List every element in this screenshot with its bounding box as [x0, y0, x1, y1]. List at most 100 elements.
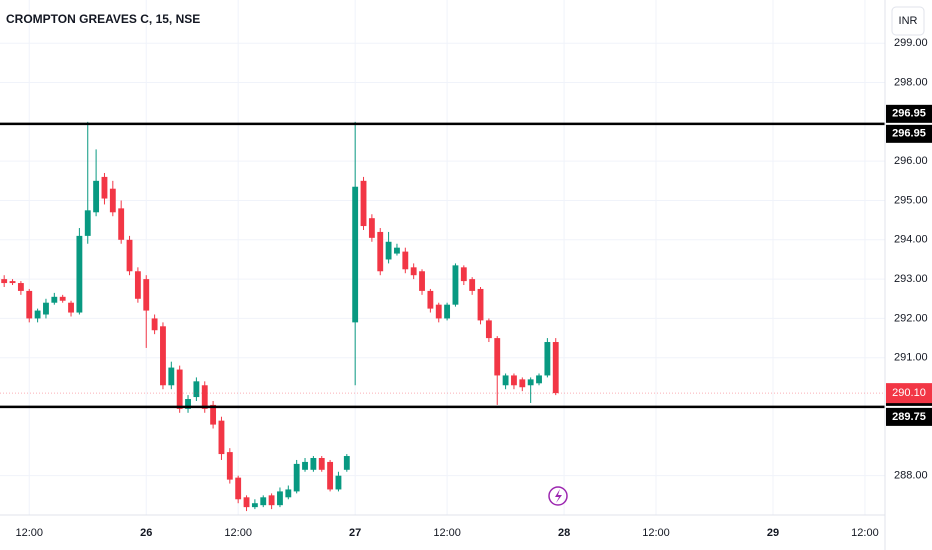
grid [0, 0, 885, 515]
candle-body [318, 457, 325, 470]
candle-body [352, 186, 359, 323]
candle-body [201, 385, 208, 409]
candle-body [485, 320, 492, 339]
candle-body [1, 279, 8, 284]
hline-label: 296.95 [892, 128, 926, 140]
candle-body [335, 475, 342, 490]
candle-body [327, 461, 334, 490]
y-tick-label: 299.00 [894, 37, 928, 49]
candle-body [134, 271, 141, 299]
x-tick-label: 12:00 [851, 527, 879, 539]
candle-body [435, 304, 442, 319]
candle-body [285, 489, 292, 498]
currency-label[interactable]: INR [899, 15, 918, 27]
candle-body [544, 342, 551, 376]
last-price-box [886, 383, 932, 404]
candle-body [410, 267, 417, 276]
x-tick-label: 12:00 [15, 527, 43, 539]
candle-body [511, 375, 517, 386]
candle-body [460, 267, 467, 282]
candle-body [59, 296, 66, 301]
candle-body [235, 477, 242, 500]
candle-body [51, 296, 58, 303]
candle-body [143, 279, 150, 311]
candle-body [519, 379, 526, 388]
chart-title: CROMPTON GREAVES C, 15, NSE [6, 12, 200, 26]
y-tick-label: 292.00 [894, 312, 928, 324]
event-icon[interactable] [548, 486, 568, 506]
candle-body [343, 456, 350, 470]
y-tick-label: 295.00 [894, 194, 928, 206]
candle-body [76, 235, 83, 313]
candle-body [160, 326, 166, 386]
x-tick-label: 12:00 [642, 527, 670, 539]
candle-body [277, 491, 283, 506]
candle-body [427, 290, 434, 309]
axes: 288.00 291.00 292.00 293.00 294.00 295.00 296.… [15, 37, 932, 539]
candle-body [402, 251, 409, 270]
x-tick-label: 29 [767, 527, 779, 539]
x-tick-label: 12:00 [433, 527, 461, 539]
candle-body [494, 338, 501, 376]
x-tick-label: 28 [558, 527, 570, 539]
candle-body [477, 288, 484, 321]
plot [0, 121, 885, 512]
candle-body [126, 239, 133, 272]
candle-body [17, 283, 24, 291]
candle-body [109, 188, 116, 213]
candle-body [193, 381, 200, 398]
candle-body [452, 265, 459, 305]
event-bolt [555, 489, 562, 503]
y-tick-label: 293.00 [894, 273, 928, 285]
candle-body [385, 241, 392, 260]
hline-label-box [886, 407, 932, 426]
candle-body [394, 247, 400, 254]
candle-body [536, 375, 542, 384]
candle-body [268, 495, 275, 506]
candle-body [226, 452, 233, 480]
candle-body [293, 463, 300, 492]
y-tick-label: 296.00 [894, 155, 928, 167]
candle-body [151, 318, 158, 331]
y-tick-label: 294.00 [894, 234, 928, 246]
candle-body [527, 379, 534, 386]
candle-body [43, 302, 49, 315]
candle-body [302, 461, 308, 470]
hline-label: 296.95 [892, 108, 926, 120]
hline-label-box [886, 104, 932, 123]
candle-body [9, 281, 16, 284]
candle-body [93, 180, 100, 213]
currency-button[interactable] [891, 6, 925, 36]
candle-body [185, 399, 191, 409]
candle-body [68, 302, 74, 313]
candle-body [502, 375, 509, 386]
candle-body [444, 304, 451, 319]
candle-body [243, 497, 250, 508]
candle-body [101, 176, 108, 199]
x-tick-label: 26 [140, 527, 152, 539]
candle-body [310, 457, 317, 470]
candle-body [419, 271, 425, 291]
candle-body [260, 497, 267, 506]
candle-body [360, 180, 367, 227]
candle-body [552, 342, 559, 394]
x-tick-label: 12:00 [224, 527, 252, 539]
y-tick-label: 291.00 [894, 352, 928, 364]
x-tick-label: 27 [349, 527, 361, 539]
candle-body [251, 503, 258, 508]
candle-body [368, 218, 375, 238]
candle-body [168, 367, 175, 386]
candle-body [469, 279, 476, 291]
candle-body [84, 210, 91, 236]
candle-body [218, 420, 225, 455]
candle-body [176, 369, 183, 409]
last-price-label: 290.10 [892, 387, 926, 399]
candle-body [34, 310, 41, 319]
candle-body [26, 290, 33, 319]
hline-label: 289.75 [892, 411, 926, 423]
hline-label-box [886, 124, 932, 143]
y-tick-label: 298.00 [894, 76, 928, 88]
y-tick-label: 288.00 [894, 470, 928, 482]
candle-body [118, 208, 125, 240]
